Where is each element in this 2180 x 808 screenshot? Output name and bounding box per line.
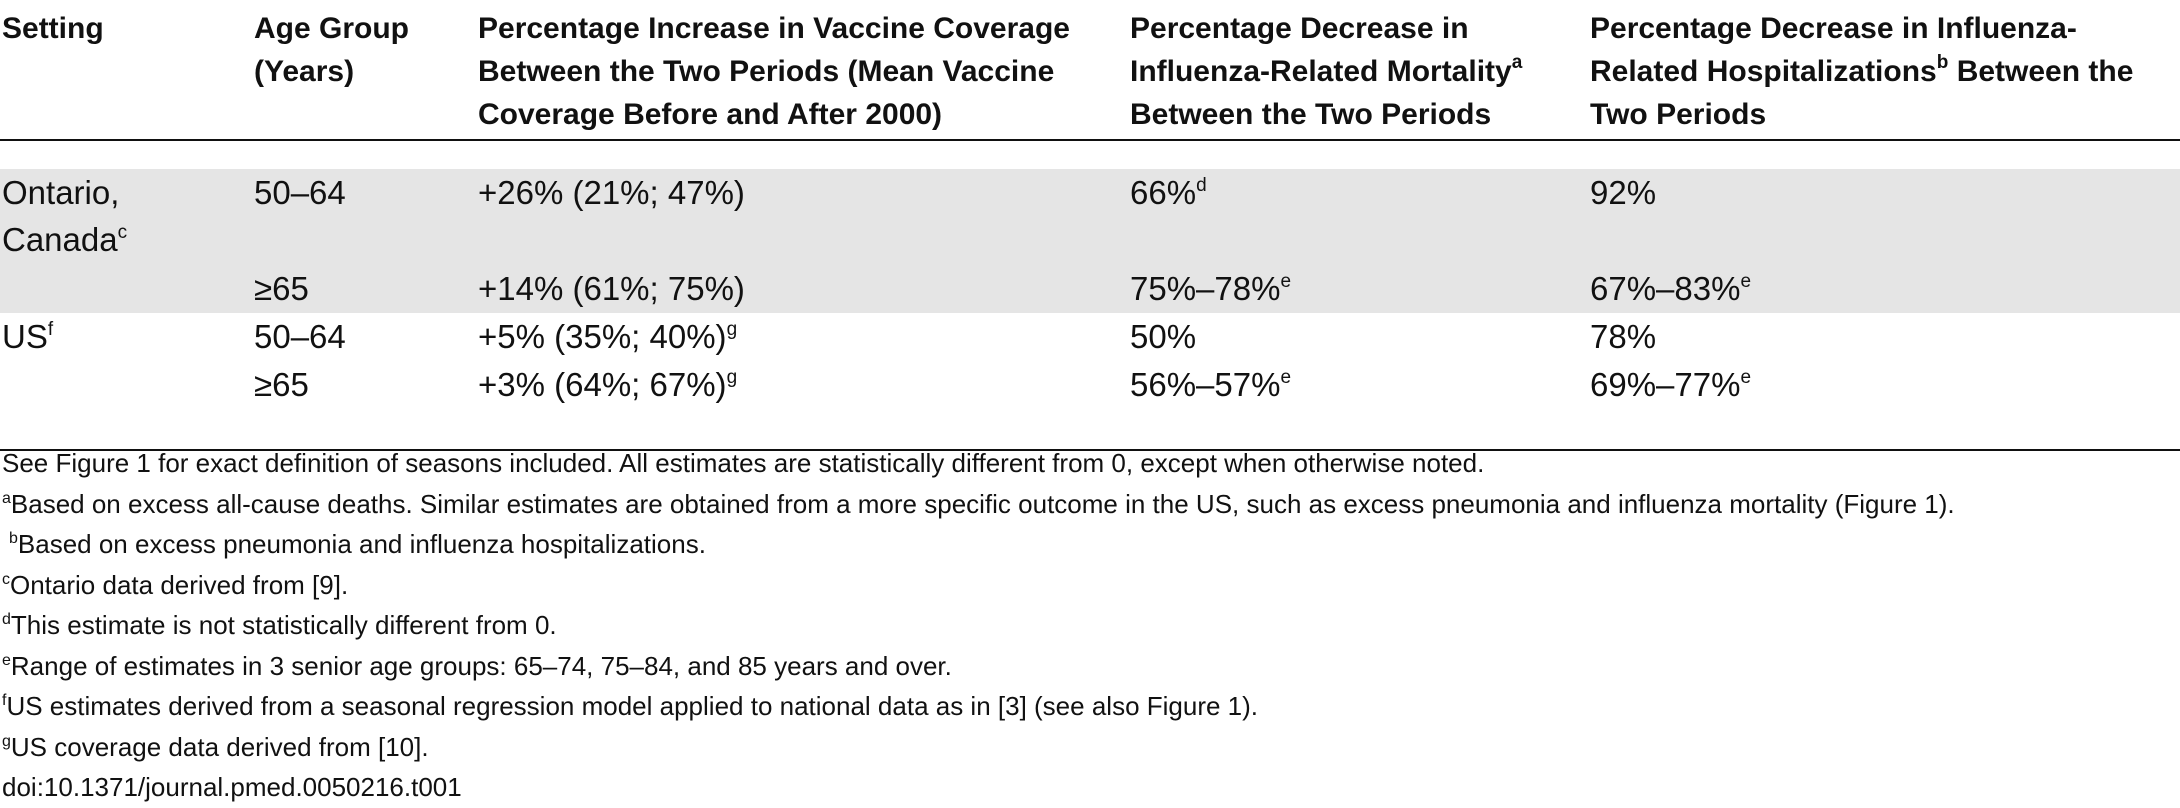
hospitalization-value: 92% xyxy=(1590,174,1657,211)
footnote-text: Ontario data derived from [9]. xyxy=(10,569,349,600)
footnote-marker: d xyxy=(1196,175,1207,196)
coverage-value: +14% (61%; 75%) xyxy=(478,270,745,307)
footnote-mark: c xyxy=(2,570,10,588)
table-footnotes: See Figure 1 for exact definition of sea… xyxy=(2,443,2172,808)
cell-hospitalization: 92% xyxy=(1588,169,2180,265)
header-setting: Setting xyxy=(0,0,252,141)
table-row: USf 50–64 +5% (35%; 40%)g 50% 78% xyxy=(0,313,2180,361)
footnote-marker: e xyxy=(1280,367,1292,388)
header-mortality-suffix: Between the Two Periods xyxy=(1130,98,1492,131)
cell-hospitalization: 78% xyxy=(1588,313,2180,361)
table-row: ≥65 +14% (61%; 75%) 75%–78%e 67%–83%e xyxy=(0,265,2180,313)
header-coverage-increase: Percentage Increase in Vaccine Coverage … xyxy=(476,0,1128,141)
header-mortality-label: Percentage Decrease in Influenza-Related… xyxy=(1130,12,1512,88)
data-table-container: Setting Age Group (Years) Percentage Inc… xyxy=(0,0,2180,451)
cell-age-group: 50–64 xyxy=(254,318,346,355)
cell-mortality: 75%–78%e xyxy=(1128,265,1588,313)
cell-setting: Ontario, Canadac xyxy=(0,169,252,265)
cell-setting xyxy=(0,361,252,409)
footnote-a: aBased on excess all-cause deaths. Simil… xyxy=(2,484,2172,525)
footnote-g: gUS coverage data derived from [10]. xyxy=(2,727,2172,768)
footnote-text: Range of estimates in 3 senior age group… xyxy=(10,650,952,681)
footnote-c: cOntario data derived from [9]. xyxy=(2,565,2172,606)
footnote-mark: b xyxy=(9,530,18,547)
cell-coverage: +5% (35%; 40%)g xyxy=(476,313,1128,361)
header-age-group: Age Group (Years) xyxy=(252,0,476,141)
mortality-value: 75%–78% xyxy=(1130,270,1281,307)
hospitalization-value: 67%–83% xyxy=(1590,270,1741,307)
footnote-text: Based on excess all-cause deaths. Simila… xyxy=(10,488,1955,519)
doi-link[interactable]: doi:10.1371/journal.pmed.0050216.t001 xyxy=(2,772,462,802)
cell-coverage: +3% (64%; 67%)g xyxy=(476,361,1128,409)
footnote-general: See Figure 1 for exact definition of sea… xyxy=(2,448,1485,478)
data-table: Setting Age Group (Years) Percentage Inc… xyxy=(0,0,2180,451)
header-hospitalization-decrease: Percentage Decrease in Influenza-Related… xyxy=(1588,0,2180,141)
table-end-row xyxy=(0,409,2180,451)
mortality-value: 50% xyxy=(1130,318,1197,355)
mortality-value: 56%–57% xyxy=(1130,366,1281,403)
cell-coverage: +14% (61%; 75%) xyxy=(476,265,1128,313)
cell-mortality: 66%d xyxy=(1128,169,1588,265)
hospitalization-value: 69%–77% xyxy=(1590,366,1741,403)
header-hospitalization-suffix: Between the Two Periods xyxy=(1590,55,2134,131)
cell-setting xyxy=(0,265,252,313)
footnote-mark: a xyxy=(2,489,11,507)
footnote-text: Based on excess pneumonia and influenza … xyxy=(17,529,706,559)
cell-age-group: ≥65 xyxy=(254,366,309,403)
table-row: ≥65 +3% (64%; 67%)g 56%–57%e 69%–77%e xyxy=(0,361,2180,409)
setting-label: Ontario, Canada xyxy=(2,174,120,258)
footnote-mark: d xyxy=(2,611,11,628)
footnote-mark: f xyxy=(2,692,7,709)
footnote-marker: e xyxy=(1280,271,1292,292)
footnote-f: fUS estimates derived from a seasonal re… xyxy=(2,686,2172,727)
mortality-value: 66% xyxy=(1130,174,1197,211)
header-row: Setting Age Group (Years) Percentage Inc… xyxy=(0,0,2180,141)
cell-mortality: 50% xyxy=(1128,313,1588,361)
footnote-marker: g xyxy=(726,367,738,388)
spacer-row xyxy=(0,140,2180,169)
cell-setting: USf xyxy=(0,313,252,361)
footnote-marker: b xyxy=(1936,52,1949,73)
footnote-marker: a xyxy=(1511,52,1523,73)
cell-coverage: +26% (21%; 47%) xyxy=(476,169,1128,265)
hospitalization-value: 78% xyxy=(1590,318,1657,355)
footnote-d: dThis estimate is not statistically diff… xyxy=(2,605,2172,646)
footnote-b: bBased on excess pneumonia and influenza… xyxy=(2,524,2172,565)
header-mortality-decrease: Percentage Decrease in Influenza-Related… xyxy=(1128,0,1588,141)
cell-mortality: 56%–57%e xyxy=(1128,361,1588,409)
cell-age-group: ≥65 xyxy=(252,265,476,313)
cell-hospitalization: 67%–83%e xyxy=(1588,265,2180,313)
footnote-marker: e xyxy=(1740,367,1752,388)
footnote-text: US coverage data derived from [10]. xyxy=(10,731,429,762)
footnote-marker: e xyxy=(1740,271,1752,292)
coverage-value: +5% (35%; 40%) xyxy=(478,318,727,355)
footnote-mark: g xyxy=(2,732,11,750)
footnote-mark: e xyxy=(2,651,11,669)
cell-age-group: 50–64 xyxy=(252,169,476,265)
footnote-marker: c xyxy=(117,222,128,243)
footnote-marker: f xyxy=(47,319,54,340)
table-row: Ontario, Canadac 50–64 +26% (21%; 47%) 6… xyxy=(0,169,2180,265)
footnote-marker: g xyxy=(726,319,738,340)
footnote-text: US estimates derived from a seasonal reg… xyxy=(6,691,1259,721)
setting-label: US xyxy=(2,318,48,355)
footnote-text: This estimate is not statistically diffe… xyxy=(10,610,557,640)
coverage-value: +3% (64%; 67%) xyxy=(478,366,727,403)
coverage-value: +26% (21%; 47%) xyxy=(478,174,745,211)
header-hospitalization-label: Percentage Decrease in Influenza-Related… xyxy=(1590,12,2077,88)
footnote-e: eRange of estimates in 3 senior age grou… xyxy=(2,646,2172,687)
cell-hospitalization: 69%–77%e xyxy=(1588,361,2180,409)
